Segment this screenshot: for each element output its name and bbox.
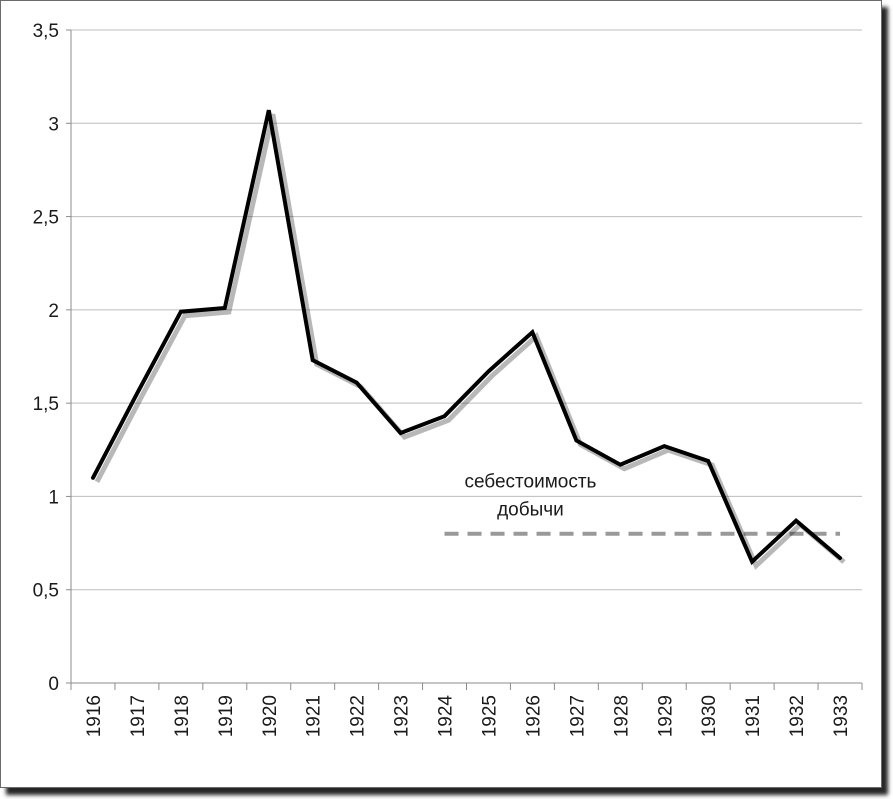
x-tick-label: 1921 — [304, 695, 325, 737]
y-tick-label: 2,5 — [33, 208, 59, 229]
x-tick-label: 1920 — [260, 695, 281, 737]
reference-line-label: себестоимость — [464, 472, 596, 493]
series-line — [91, 109, 842, 566]
x-tick-label: 1916 — [84, 695, 105, 737]
x-tick-label: 1917 — [128, 695, 149, 737]
x-tick-label: 1924 — [436, 695, 457, 738]
series-group — [91, 109, 846, 570]
x-tick-label: 1929 — [655, 695, 676, 737]
x-tick-label: 1933 — [831, 695, 852, 737]
x-tick-label: 1922 — [348, 695, 369, 737]
y-tick-label: 0 — [48, 674, 59, 695]
x-tick-label: 1918 — [172, 695, 193, 737]
y-tick-label: 3 — [48, 114, 59, 135]
y-tick-label: 0,5 — [33, 581, 59, 602]
x-tick-label: 1927 — [567, 695, 588, 737]
series-line-shadow — [94, 113, 846, 570]
x-axis: 1916 1917 1918 1919 1920 1921 1922 1923 1924 1925… — [70, 682, 863, 738]
x-tick-label: 1932 — [787, 695, 808, 737]
x-tick-label: 1928 — [611, 695, 632, 737]
reference-line-group: себестоимость добычи — [444, 472, 841, 536]
y-tick-label: 1,5 — [33, 394, 59, 415]
x-tick-label: 1931 — [743, 695, 764, 737]
chart-frame: 0 0,5 1 1,5 2 2,5 3 3,5 1916 1917 1918 1919 1920 192… — [0, 0, 882, 788]
x-tick-label: 1919 — [216, 695, 237, 737]
line-chart: 0 0,5 1 1,5 2 2,5 3 3,5 1916 1917 1918 1919 1920 192… — [33, 21, 863, 738]
y-axis: 0 0,5 1 1,5 2 2,5 3 3,5 — [33, 21, 72, 695]
x-tick-label: 1930 — [699, 695, 720, 737]
x-tick-label: 1925 — [479, 695, 500, 737]
y-tick-label: 3,5 — [33, 21, 59, 42]
x-tick-label: 1923 — [392, 695, 413, 737]
y-tick-label: 1 — [48, 487, 59, 508]
y-tick-label: 2 — [48, 301, 59, 322]
x-tick-label: 1926 — [523, 695, 544, 737]
reference-line-label: добычи — [497, 500, 564, 521]
